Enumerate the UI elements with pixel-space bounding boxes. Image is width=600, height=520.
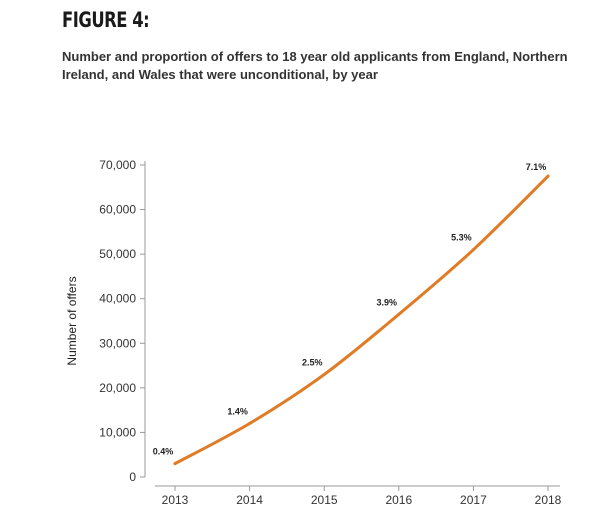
data-labels: 0.4% 1.4% 2.5% 3.9% 5.3% 7.1% — [153, 162, 547, 456]
axes: 0 10,000 20,000 30,000 40,000 50,000 60,000 70,… — [99, 158, 561, 507]
data-point — [248, 422, 252, 426]
y-tick-label: 20,000 — [99, 381, 136, 395]
x-tick-label: 2014 — [236, 493, 263, 507]
data-point — [471, 248, 475, 252]
y-tick-label: 40,000 — [99, 292, 136, 306]
y-tick-label: 10,000 — [99, 425, 136, 439]
x-tick-label: 2017 — [460, 493, 487, 507]
figure-label: FIGURE 4: — [62, 8, 150, 32]
y-tick-label: 60,000 — [99, 203, 136, 217]
data-point — [397, 312, 401, 316]
data-label: 7.1% — [526, 162, 547, 172]
data-point — [322, 372, 326, 376]
series — [173, 174, 550, 466]
data-label: 3.9% — [377, 297, 398, 307]
data-label: 1.4% — [227, 407, 248, 417]
y-tick-label: 0 — [129, 470, 136, 484]
y-axis-title: Number of offers — [65, 276, 79, 365]
x-tick-label: 2013 — [162, 493, 189, 507]
data-point — [546, 174, 550, 178]
data-point — [173, 462, 177, 466]
y-tick-label: 30,000 — [99, 336, 136, 350]
series-line — [173, 174, 550, 466]
x-tick-label: 2018 — [535, 493, 562, 507]
y-tick-label: 50,000 — [99, 247, 136, 261]
x-tick-label: 2015 — [311, 493, 338, 507]
data-label: 2.5% — [302, 357, 323, 367]
data-label: 0.4% — [153, 447, 174, 457]
y-tick-label: 70,000 — [99, 158, 136, 172]
x-tick-label: 2016 — [385, 493, 412, 507]
chart-subtitle: Number and proportion of offers to 18 ye… — [62, 49, 568, 82]
data-label: 5.3% — [451, 233, 472, 243]
